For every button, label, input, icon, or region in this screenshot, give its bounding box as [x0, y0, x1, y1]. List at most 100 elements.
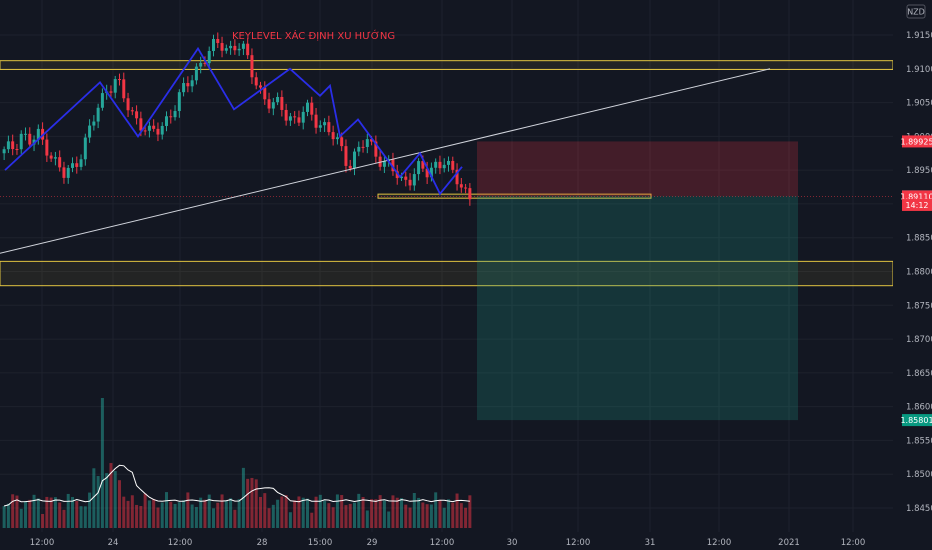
candle-body [186, 83, 190, 87]
candle-body [212, 39, 215, 51]
volume-bar [404, 504, 408, 528]
volume-bar [160, 502, 164, 528]
volume-bar [395, 497, 399, 528]
price-axis[interactable]: NZD 1.915001.910001.905001.900001.895001… [893, 0, 932, 550]
candle-body [318, 125, 322, 128]
volume-bar [429, 504, 433, 528]
candle-body [160, 125, 164, 135]
candle-body [88, 125, 92, 138]
volume-bar [284, 495, 288, 528]
candle-body [194, 66, 198, 81]
volume-bar [259, 496, 262, 528]
keylevel-zones[interactable] [0, 60, 894, 287]
candle-body [19, 133, 23, 150]
volume-bar [459, 503, 463, 528]
candle-body [182, 83, 186, 93]
annotation-text[interactable]: KEYLEVEL XÁC ĐỊNH XU HƯỚNG [232, 29, 395, 42]
candle-body [216, 39, 220, 44]
candle-body [15, 149, 19, 151]
volume-bar [216, 502, 220, 528]
upper-keylevel-zone[interactable] [0, 60, 894, 70]
candle-body [152, 125, 156, 129]
price-tick-label: 1.89500 [906, 166, 932, 176]
volume-bars [2, 398, 472, 528]
candle-body [143, 130, 147, 132]
candle-body [301, 111, 305, 123]
candle-body [2, 149, 6, 154]
volume-bar [400, 498, 403, 528]
candle-body [96, 107, 100, 122]
price-tag-label: 1.89110 [900, 192, 932, 201]
time-axis[interactable]: 12:00 24 12:00 28 15:00 29 12:00 30 12:00 31 12:00… [30, 538, 866, 548]
volume-bar [199, 497, 203, 528]
candle-body [66, 167, 70, 178]
candle-body [280, 96, 284, 110]
volume-bar [96, 476, 100, 528]
drawings[interactable] [0, 46, 771, 507]
volume-bar [387, 511, 391, 528]
volume-bar [340, 495, 344, 528]
lower-keylevel-zone[interactable] [0, 260, 894, 287]
price-tick-label: 1.86000 [906, 403, 932, 413]
volume-bar [229, 498, 233, 528]
price-tick-label: 1.85500 [906, 436, 932, 446]
volume-bar [455, 493, 459, 528]
candle-body [169, 116, 173, 118]
candle-body [361, 146, 365, 148]
candle-body [126, 98, 130, 111]
candle-body [429, 167, 433, 178]
volume-bar [177, 502, 181, 528]
volume-bar [276, 499, 280, 528]
volume-bar [135, 504, 139, 528]
volume-bar [442, 507, 446, 528]
time-tick-label: 12:00 [841, 538, 866, 548]
volume-bar [36, 498, 40, 528]
candle-body [335, 137, 339, 140]
zigzag-line[interactable] [4, 46, 463, 196]
stop-loss-area[interactable] [477, 141, 798, 197]
candle-body [442, 164, 446, 169]
take-profit-area[interactable] [477, 196, 798, 421]
currency-badge[interactable] [906, 4, 926, 19]
volume-bar [79, 506, 83, 528]
volume-bar [71, 497, 74, 528]
time-tick-label: 31 [645, 538, 656, 548]
short-position-tool[interactable] [0, 141, 893, 421]
small-keylevel-zone[interactable] [377, 193, 652, 199]
candle-body [109, 91, 113, 93]
candle-body [100, 93, 104, 108]
candle-body [28, 133, 32, 145]
volume-bar [152, 499, 156, 528]
volume-bar [212, 508, 215, 528]
volume-bar [32, 494, 36, 528]
candle-body [45, 139, 49, 156]
trendline[interactable] [0, 68, 771, 254]
candle-body [459, 184, 463, 188]
volume-bar [310, 512, 314, 528]
candle-body [327, 122, 331, 133]
price-tick-label: 1.88500 [906, 234, 932, 244]
candle-body [395, 171, 399, 179]
volume-bar [92, 468, 96, 528]
candle-body [451, 160, 455, 170]
volume-bar [434, 492, 438, 528]
candle-body [49, 155, 53, 159]
currency-label: NZD [907, 8, 925, 17]
candle-body [135, 111, 139, 119]
time-tick-label: 12:00 [566, 538, 591, 548]
candle-body [344, 146, 348, 166]
candle-body [237, 48, 241, 51]
volume-bar [45, 496, 49, 528]
volume-bar [28, 499, 32, 528]
volume-bar [361, 496, 365, 528]
volume-bar [417, 497, 421, 528]
volume-bar [186, 492, 190, 528]
price-tick-label: 1.87500 [906, 301, 932, 311]
price-tag [902, 135, 932, 148]
price-tick-label: 1.91500 [906, 31, 932, 41]
volume-bar [425, 504, 429, 528]
volume-bar [335, 494, 339, 528]
candle-body [306, 102, 309, 112]
